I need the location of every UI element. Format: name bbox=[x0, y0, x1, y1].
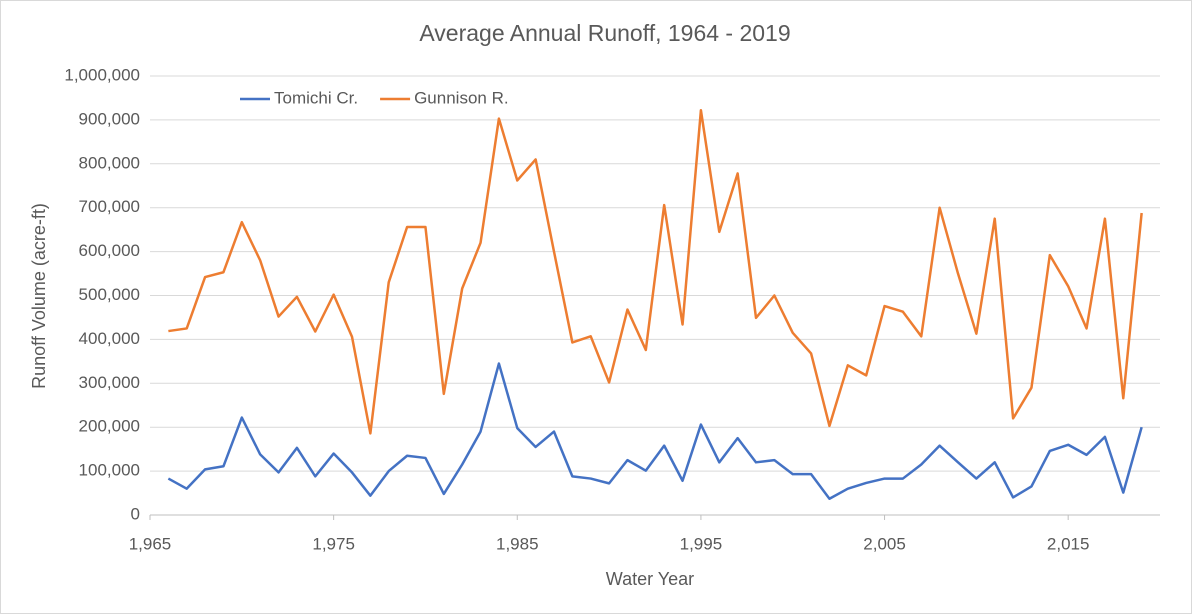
x-tick-label: 1,985 bbox=[496, 534, 539, 553]
y-axis-label: Runoff Volume (acre-ft) bbox=[29, 203, 49, 389]
y-tick-label: 900,000 bbox=[79, 109, 140, 128]
series-line bbox=[167, 362, 1143, 501]
y-tick-label: 300,000 bbox=[79, 373, 140, 392]
legend-label: Gunnison R. bbox=[414, 88, 509, 107]
legend-label: Tomichi Cr. bbox=[274, 88, 358, 107]
x-tick-label: 2,015 bbox=[1047, 534, 1090, 553]
y-tick-label: 100,000 bbox=[79, 461, 140, 480]
x-tick-label: 2,005 bbox=[863, 534, 906, 553]
series-line bbox=[168, 108, 1143, 435]
y-tick-label: 400,000 bbox=[79, 329, 140, 348]
y-tick-label: 1,000,000 bbox=[64, 65, 140, 84]
x-tick-label: 1,965 bbox=[129, 534, 172, 553]
y-tick-label: 600,000 bbox=[79, 241, 140, 260]
x-axis-label: Water Year bbox=[606, 569, 694, 589]
y-tick-label: 500,000 bbox=[79, 285, 140, 304]
x-tick-label: 1,995 bbox=[680, 534, 723, 553]
chart-title: Average Annual Runoff, 1964 - 2019 bbox=[419, 20, 790, 46]
y-tick-label: 200,000 bbox=[79, 417, 140, 436]
y-tick-label: 800,000 bbox=[79, 153, 140, 172]
x-tick-label: 1,975 bbox=[312, 534, 355, 553]
y-tick-label: 700,000 bbox=[79, 197, 140, 216]
y-tick-label: 0 bbox=[131, 504, 140, 523]
